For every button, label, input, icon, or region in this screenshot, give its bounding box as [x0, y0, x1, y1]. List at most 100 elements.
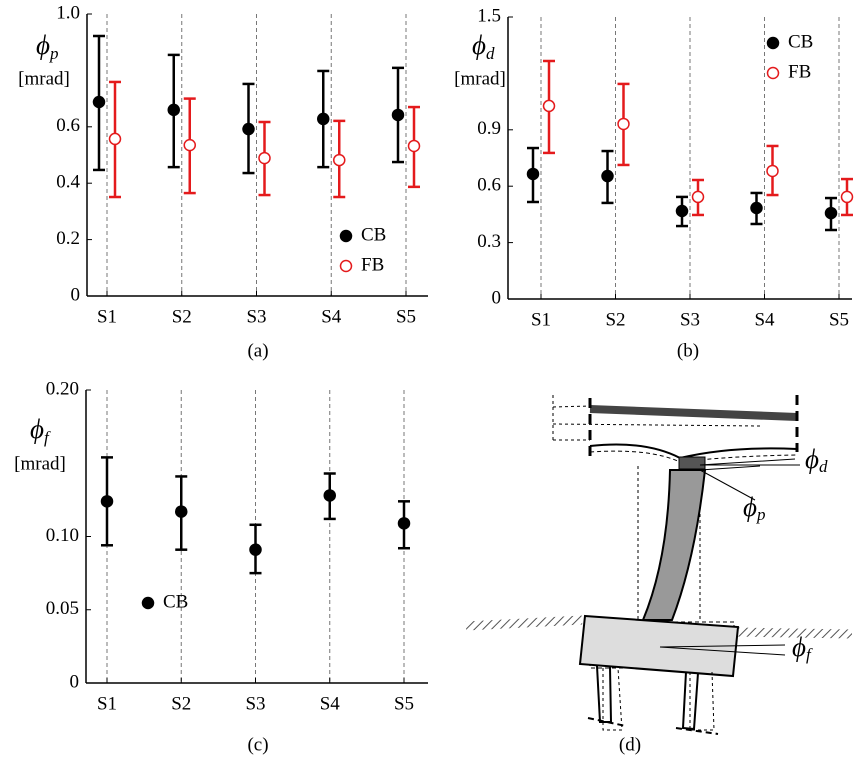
x-tick-label: S3	[246, 306, 266, 327]
rotation-subscript: f	[806, 645, 813, 664]
y-tick-label: 0.05	[46, 598, 79, 619]
data-point	[175, 505, 188, 518]
y-axis-label: ϕd	[472, 30, 495, 63]
data-point	[617, 117, 630, 131]
pile-tip	[587, 717, 719, 735]
y-tick-label: 0	[492, 287, 502, 308]
rotation-symbol: ϕ	[743, 492, 757, 522]
legend-label: CB	[361, 224, 386, 245]
data-point	[100, 495, 114, 508]
x-tick-label: S1	[97, 306, 117, 327]
y-tick-label: 0.2	[56, 228, 80, 249]
data-point	[258, 151, 271, 165]
data-point	[333, 153, 346, 167]
data-point	[542, 99, 556, 113]
caption: (c)	[247, 734, 268, 755]
rotation-symbol: ϕ	[792, 632, 806, 662]
deck-cut	[588, 395, 799, 458]
rotation-symbol: ϕ	[805, 444, 819, 474]
data-point	[183, 138, 196, 152]
legend-marker	[766, 66, 780, 80]
rotation-label: ϕf	[792, 632, 813, 664]
y-label-subscript: f	[44, 428, 51, 447]
data-point	[397, 517, 411, 530]
data-point	[407, 139, 421, 153]
data-point	[675, 204, 689, 218]
column	[641, 469, 707, 621]
data-point	[824, 206, 838, 220]
x-tick-label: S5	[394, 693, 414, 714]
deck	[589, 405, 798, 421]
y-tick-label: 0.4	[56, 172, 80, 193]
data-point	[92, 95, 106, 109]
rotation-label: ϕd	[805, 444, 828, 476]
x-tick-label: S2	[171, 693, 191, 714]
legend-label: CB	[788, 31, 813, 52]
y-axis-unit: [mrad]	[18, 68, 70, 89]
legend-marker	[766, 36, 780, 50]
y-tick-label: 1.5	[477, 5, 501, 26]
rotation-subscript: p	[756, 505, 766, 524]
data-point	[766, 164, 779, 178]
x-tick-label: S4	[754, 309, 775, 330]
pile	[596, 665, 699, 731]
x-tick-label: S2	[172, 306, 192, 327]
x-tick-label: S1	[97, 693, 117, 714]
data-point	[317, 112, 330, 126]
data-point	[391, 108, 405, 122]
data-point	[167, 103, 180, 117]
footing	[578, 614, 740, 678]
caption: (a)	[247, 340, 268, 361]
x-tick-label: S3	[680, 309, 700, 330]
legend-marker	[339, 259, 353, 273]
ground	[465, 615, 853, 639]
y-label-subscript: p	[49, 44, 59, 63]
data-point	[840, 190, 854, 204]
deck-outline	[552, 395, 761, 441]
x-tick-label: S5	[829, 309, 849, 330]
data-point	[242, 122, 255, 136]
y-tick-label: 0.10	[46, 525, 79, 546]
y-tick-label: 1.0	[56, 2, 80, 23]
data-point	[108, 132, 122, 146]
data-point	[323, 489, 336, 502]
legend-marker	[141, 596, 155, 610]
caption: (b)	[677, 340, 699, 361]
y-axis-unit: [mrad]	[454, 68, 506, 89]
pile-initial	[602, 667, 715, 731]
data-point	[750, 201, 763, 215]
x-tick-label: S2	[605, 309, 625, 330]
y-axis-unit: [mrad]	[14, 453, 66, 474]
data-point	[249, 543, 262, 556]
angle-line	[659, 458, 800, 656]
y-label-symbol: ϕ	[30, 414, 44, 444]
y-tick-label: 0.6	[56, 115, 80, 136]
bearing	[678, 456, 706, 470]
data-point	[526, 167, 540, 181]
legend-label: CB	[163, 591, 188, 612]
x-tick-label: S1	[531, 309, 551, 330]
legend-marker	[339, 229, 353, 243]
diagram: ϕd ϕp ϕf (d)	[465, 395, 853, 755]
y-label-subscript: d	[486, 44, 495, 63]
x-tick-label: S3	[245, 693, 265, 714]
y-axis-label: ϕp	[36, 30, 58, 63]
y-label-symbol: ϕ	[472, 30, 486, 60]
x-tick-label: S4	[320, 693, 341, 714]
caption: (d)	[619, 734, 641, 755]
legend-label: FB	[788, 61, 811, 82]
legend-label: FB	[361, 254, 384, 275]
y-tick-label: 0	[70, 671, 80, 692]
y-tick-label: 0.20	[46, 378, 79, 399]
rotation-subscript: d	[819, 457, 828, 476]
x-tick-label: S4	[321, 306, 342, 327]
y-tick-label: 0.3	[477, 231, 501, 252]
x-tick-label: S5	[396, 306, 416, 327]
y-tick-label: 0	[71, 284, 81, 305]
y-tick-label: 0.9	[477, 118, 501, 139]
y-tick-label: 0.6	[477, 175, 501, 196]
y-axis-label: ϕf	[30, 414, 51, 447]
data-point	[601, 169, 614, 183]
y-label-symbol: ϕ	[36, 30, 50, 60]
